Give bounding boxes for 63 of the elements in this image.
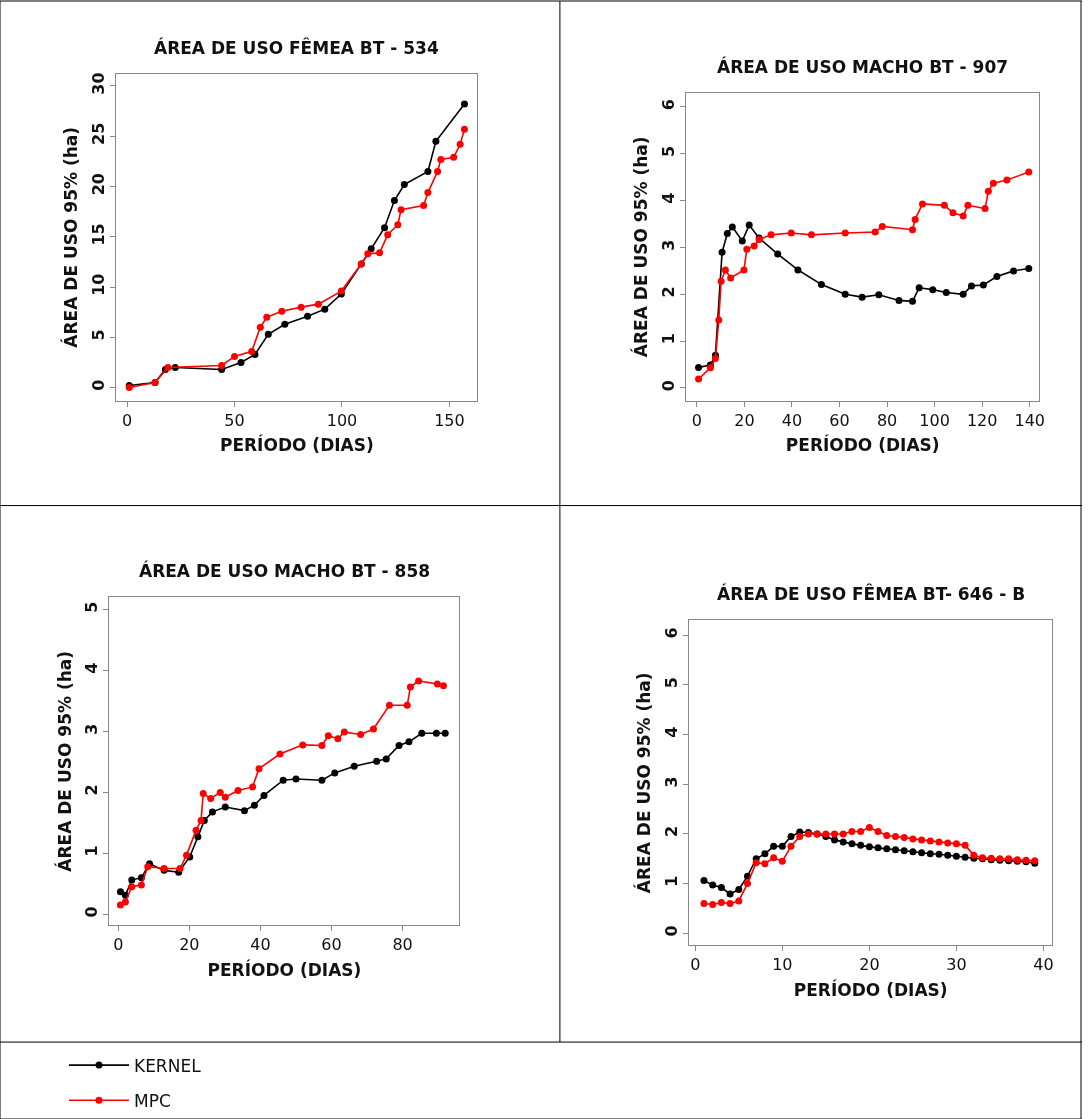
x-tick-label: 100 — [919, 410, 950, 430]
x-tick-label: 60 — [321, 935, 342, 955]
x-tick-label: 80 — [876, 410, 898, 430]
y-tick-label: 3 — [81, 723, 101, 735]
y-tick-label: 0 — [661, 925, 681, 937]
x-axis-title: PERÍODO (DIAS) — [219, 434, 374, 456]
x-tick-label: 0 — [113, 935, 124, 955]
x-axis-title: PERÍODO (DIAS) — [785, 434, 940, 456]
x-tick-label: 60 — [829, 410, 850, 430]
y-axis-title: ÁREA DE USO 95% (ha) — [60, 126, 82, 348]
x-tick-label: 40 — [1033, 955, 1054, 975]
x-tick-label: 120 — [966, 410, 998, 430]
y-tick-label: 5 — [88, 329, 108, 341]
y-tick-label: 20 — [88, 172, 108, 196]
y-tick-label: 15 — [88, 223, 108, 246]
x-tick-label: 140 — [1014, 410, 1045, 430]
y-tick-label: 0 — [658, 380, 678, 392]
y-tick-label: 10 — [88, 273, 108, 296]
y-tick-label: 4 — [81, 662, 101, 674]
y-tick-label: 3 — [661, 776, 681, 788]
y-tick-label: 0 — [81, 906, 101, 918]
x-tick-label: 40 — [250, 935, 271, 955]
y-tick-label: 4 — [658, 192, 678, 204]
y-tick-label: 5 — [658, 145, 678, 157]
y-tick-label: 1 — [81, 845, 101, 857]
y-tick-label: 2 — [661, 825, 681, 838]
chart-title: ÁREA DE USO FÊMEA BT- 646 - B — [717, 583, 1026, 604]
legend-label: MPC — [133, 1090, 171, 1111]
x-tick-label: 40 — [781, 410, 803, 430]
y-tick-label: 0 — [88, 379, 108, 391]
y-tick-label: 6 — [658, 99, 678, 111]
y-tick-label: 4 — [661, 726, 681, 738]
y-axis-title: ÁREA DE USO 95% (ha) — [630, 136, 652, 358]
x-tick-label: 30 — [946, 955, 967, 975]
x-tick-label: 80 — [392, 935, 413, 955]
chart-title: ÁREA DE USO MACHO BT - 858 — [139, 560, 431, 581]
x-tick-label: 20 — [859, 955, 880, 975]
x-tick-label: 20 — [179, 935, 200, 955]
y-tick-label: 2 — [81, 784, 101, 796]
y-tick-label: 5 — [81, 601, 101, 613]
y-tick-label: 3 — [658, 239, 678, 251]
x-axis-title: PERÍODO (DIAS) — [793, 978, 948, 1000]
y-tick-label: 25 — [88, 122, 108, 145]
x-tick-label: 10 — [772, 955, 793, 975]
x-tick-label: 100 — [326, 410, 358, 430]
y-tick-label: 1 — [661, 875, 681, 887]
x-tick-label: 150 — [434, 410, 465, 430]
y-tick-label: 1 — [658, 333, 678, 345]
y-axis-title: ÁREA DE USO 95% (ha) — [53, 650, 75, 872]
x-tick-label: 0 — [690, 955, 701, 975]
x-tick-label: 0 — [691, 410, 702, 430]
y-axis-title: ÁREA DE USO 95% (ha) — [633, 672, 655, 894]
y-tick-label: 5 — [661, 677, 681, 689]
chart-title: ÁREA DE USO MACHO BT - 907 — [717, 56, 1009, 77]
y-tick-label: 30 — [88, 72, 108, 95]
y-tick-label: 2 — [658, 286, 678, 298]
x-tick-label: 20 — [734, 410, 755, 430]
x-tick-label: 0 — [122, 410, 133, 430]
chart-title: ÁREA DE USO FÊMEA BT - 534 — [154, 37, 439, 58]
legend-label: KERNEL — [133, 1055, 202, 1076]
x-axis-title: PERÍODO (DIAS) — [207, 958, 362, 980]
x-tick-label: 50 — [224, 410, 245, 430]
y-tick-label: 6 — [661, 627, 681, 639]
